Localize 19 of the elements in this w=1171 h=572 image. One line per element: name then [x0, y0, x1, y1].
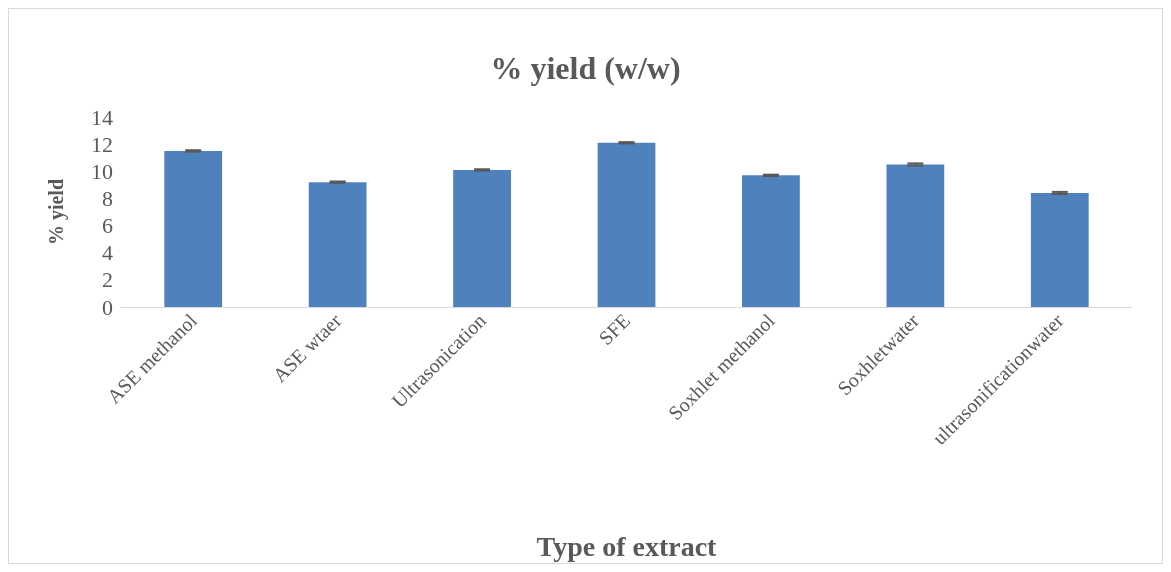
y-tick-label: 8 [102, 185, 113, 211]
bar [886, 164, 945, 307]
bar [453, 169, 511, 307]
y-tick-label: 4 [102, 240, 113, 266]
y-tick-label: 0 [102, 294, 113, 320]
chart-title: % yield (w/w) [490, 50, 681, 86]
y-tick-label: 10 [91, 158, 113, 184]
bar [1030, 193, 1089, 307]
bar [597, 142, 656, 307]
x-tick-label: SFE [594, 309, 635, 350]
y-tick-label: 2 [102, 267, 113, 293]
bar [308, 182, 367, 307]
y-tick-label: 12 [91, 131, 113, 157]
bar [742, 175, 800, 307]
y-axis-title: % yield [45, 178, 68, 246]
x-axis-title: Type of extract [536, 530, 718, 562]
y-tick-label: 14 [91, 104, 113, 130]
y-tick-label: 6 [102, 213, 113, 239]
bar [164, 150, 223, 307]
